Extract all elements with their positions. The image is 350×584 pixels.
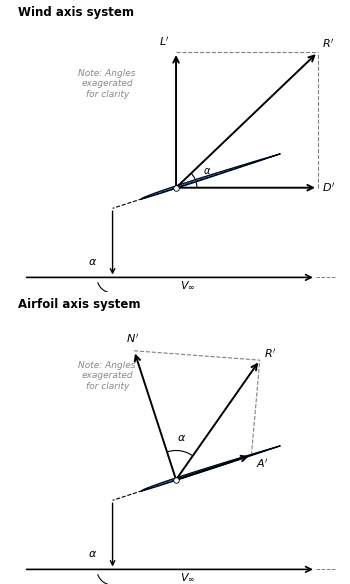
Text: $L'$: $L'$ [159, 35, 170, 48]
Text: $\alpha$: $\alpha$ [88, 549, 97, 559]
Text: $R'$: $R'$ [264, 347, 276, 360]
Text: $V_{\infty}$: $V_{\infty}$ [180, 571, 195, 583]
Text: $D'$: $D'$ [322, 181, 335, 194]
Text: Note: Angles
exagerated
for clarity: Note: Angles exagerated for clarity [78, 69, 136, 99]
Text: Wind axis system: Wind axis system [18, 6, 134, 19]
Text: $\alpha$: $\alpha$ [88, 257, 97, 267]
Polygon shape [141, 446, 280, 491]
Text: $V_{\infty}$: $V_{\infty}$ [180, 279, 195, 291]
Text: Airfoil axis system: Airfoil axis system [18, 298, 140, 311]
Polygon shape [141, 154, 280, 199]
Text: $\alpha$: $\alpha$ [203, 166, 212, 176]
Text: $\alpha$: $\alpha$ [177, 433, 187, 443]
Text: $N'$: $N'$ [126, 332, 139, 345]
Text: $R'$: $R'$ [322, 37, 335, 50]
Text: Note: Angles
exagerated
for clarity: Note: Angles exagerated for clarity [78, 361, 136, 391]
Text: $A'$: $A'$ [256, 457, 268, 470]
